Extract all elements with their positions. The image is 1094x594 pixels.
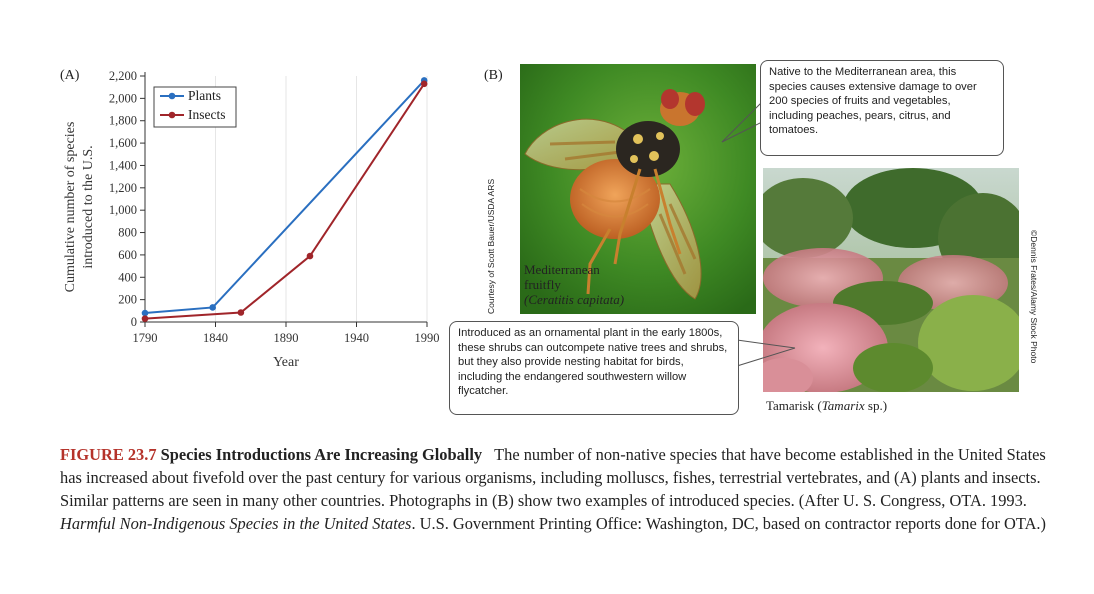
tamarisk-label-prefix: Tamarisk ( — [766, 398, 822, 413]
legend-box — [153, 86, 237, 128]
y-tick-label: 2,200 — [109, 69, 137, 83]
tamarisk-callout-pointer — [736, 339, 796, 367]
caption-text-2: . U.S. Government Printing Office: Washi… — [411, 514, 1046, 533]
caption-italic-title: Harmful Non-Indigenous Species in the Un… — [60, 514, 412, 533]
data-point-insects — [141, 315, 149, 322]
x-tick-label: 1940 — [344, 331, 369, 345]
fruitfly-callout-pointer — [721, 101, 767, 143]
species-line-chart: 0 200 400 600 800 1,000 1,200 1,400 1,600 1,800 2,… — [63, 69, 440, 370]
fruitfly-name-line2: fruitfly — [524, 277, 561, 292]
legend-label-insects: Insects — [188, 107, 226, 122]
y-tick-label: 1,400 — [109, 158, 137, 172]
figure-number: FIGURE 23.7 — [60, 445, 157, 464]
y-tick-label: 400 — [118, 270, 137, 284]
tamarisk-callout: Introduced as an ornamental plant in the… — [449, 321, 739, 415]
figure-caption: FIGURE 23.7 Species Introductions Are In… — [60, 443, 1060, 535]
tamarisk-credit: ©Dennis Frates/Alamy Stock Photo — [1029, 230, 1039, 364]
fruitfly-scientific-name: (Ceratitis capitata) — [524, 292, 625, 307]
y-tick-label: 2,000 — [109, 91, 137, 105]
data-point-plants — [141, 309, 149, 317]
legend-marker-plants — [168, 92, 176, 100]
y-tick-label: 1,800 — [109, 114, 137, 128]
data-point-insects — [237, 309, 245, 316]
y-tick-label: 1,600 — [109, 136, 137, 150]
y-axis-title-line: Cumulative number of species — [63, 122, 78, 293]
x-tick-label: 1990 — [415, 331, 440, 345]
y-tick-label: 1,000 — [109, 203, 137, 217]
legend-label-plants: Plants — [188, 88, 221, 103]
fruitfly-callout: Native to the Mediterranean area, this s… — [760, 60, 1004, 156]
y-axis-title-line: introduced to the U.S. — [81, 145, 96, 268]
tamarisk-label-italic: Tamarix — [821, 398, 865, 413]
y-tick-label: 200 — [118, 293, 137, 307]
data-point-insects — [420, 80, 428, 88]
x-tick-label: 1840 — [203, 331, 228, 345]
fruitfly-credit: Courtesy of Scott Bauer/USDA ARS — [486, 178, 496, 314]
fruitfly-label: Mediterranean fruitfly (Ceratitis capita… — [524, 262, 624, 307]
series-line-insects — [144, 83, 426, 320]
x-axis-title: Year — [273, 355, 299, 370]
tamarisk-label: Tamarisk (Tamarix sp.) — [766, 398, 887, 413]
x-tick-label: 1890 — [274, 331, 299, 345]
y-tick-label: 1,200 — [109, 181, 137, 195]
legend-marker-insects — [168, 111, 176, 119]
y-tick-label: 0 — [131, 315, 137, 329]
panel-b-label: (B) — [484, 68, 503, 83]
data-point-plants — [209, 304, 216, 311]
caption-text-1: The number of non-native species that ha… — [60, 445, 1046, 510]
fruitfly-name-line1: Mediterranean — [524, 262, 600, 277]
x-tick-label: 1790 — [133, 331, 158, 345]
panel-a-label: (A) — [60, 68, 80, 83]
figure-title: Species Introductions Are Increasing Glo… — [160, 445, 483, 464]
y-tick-label: 600 — [118, 248, 137, 262]
tamarisk-label-suffix: sp.) — [864, 398, 888, 413]
data-point-insects — [306, 252, 314, 260]
tamarisk-photo — [753, 168, 1028, 398]
fruitfly-photo — [520, 64, 756, 314]
y-tick-label: 800 — [118, 226, 137, 240]
